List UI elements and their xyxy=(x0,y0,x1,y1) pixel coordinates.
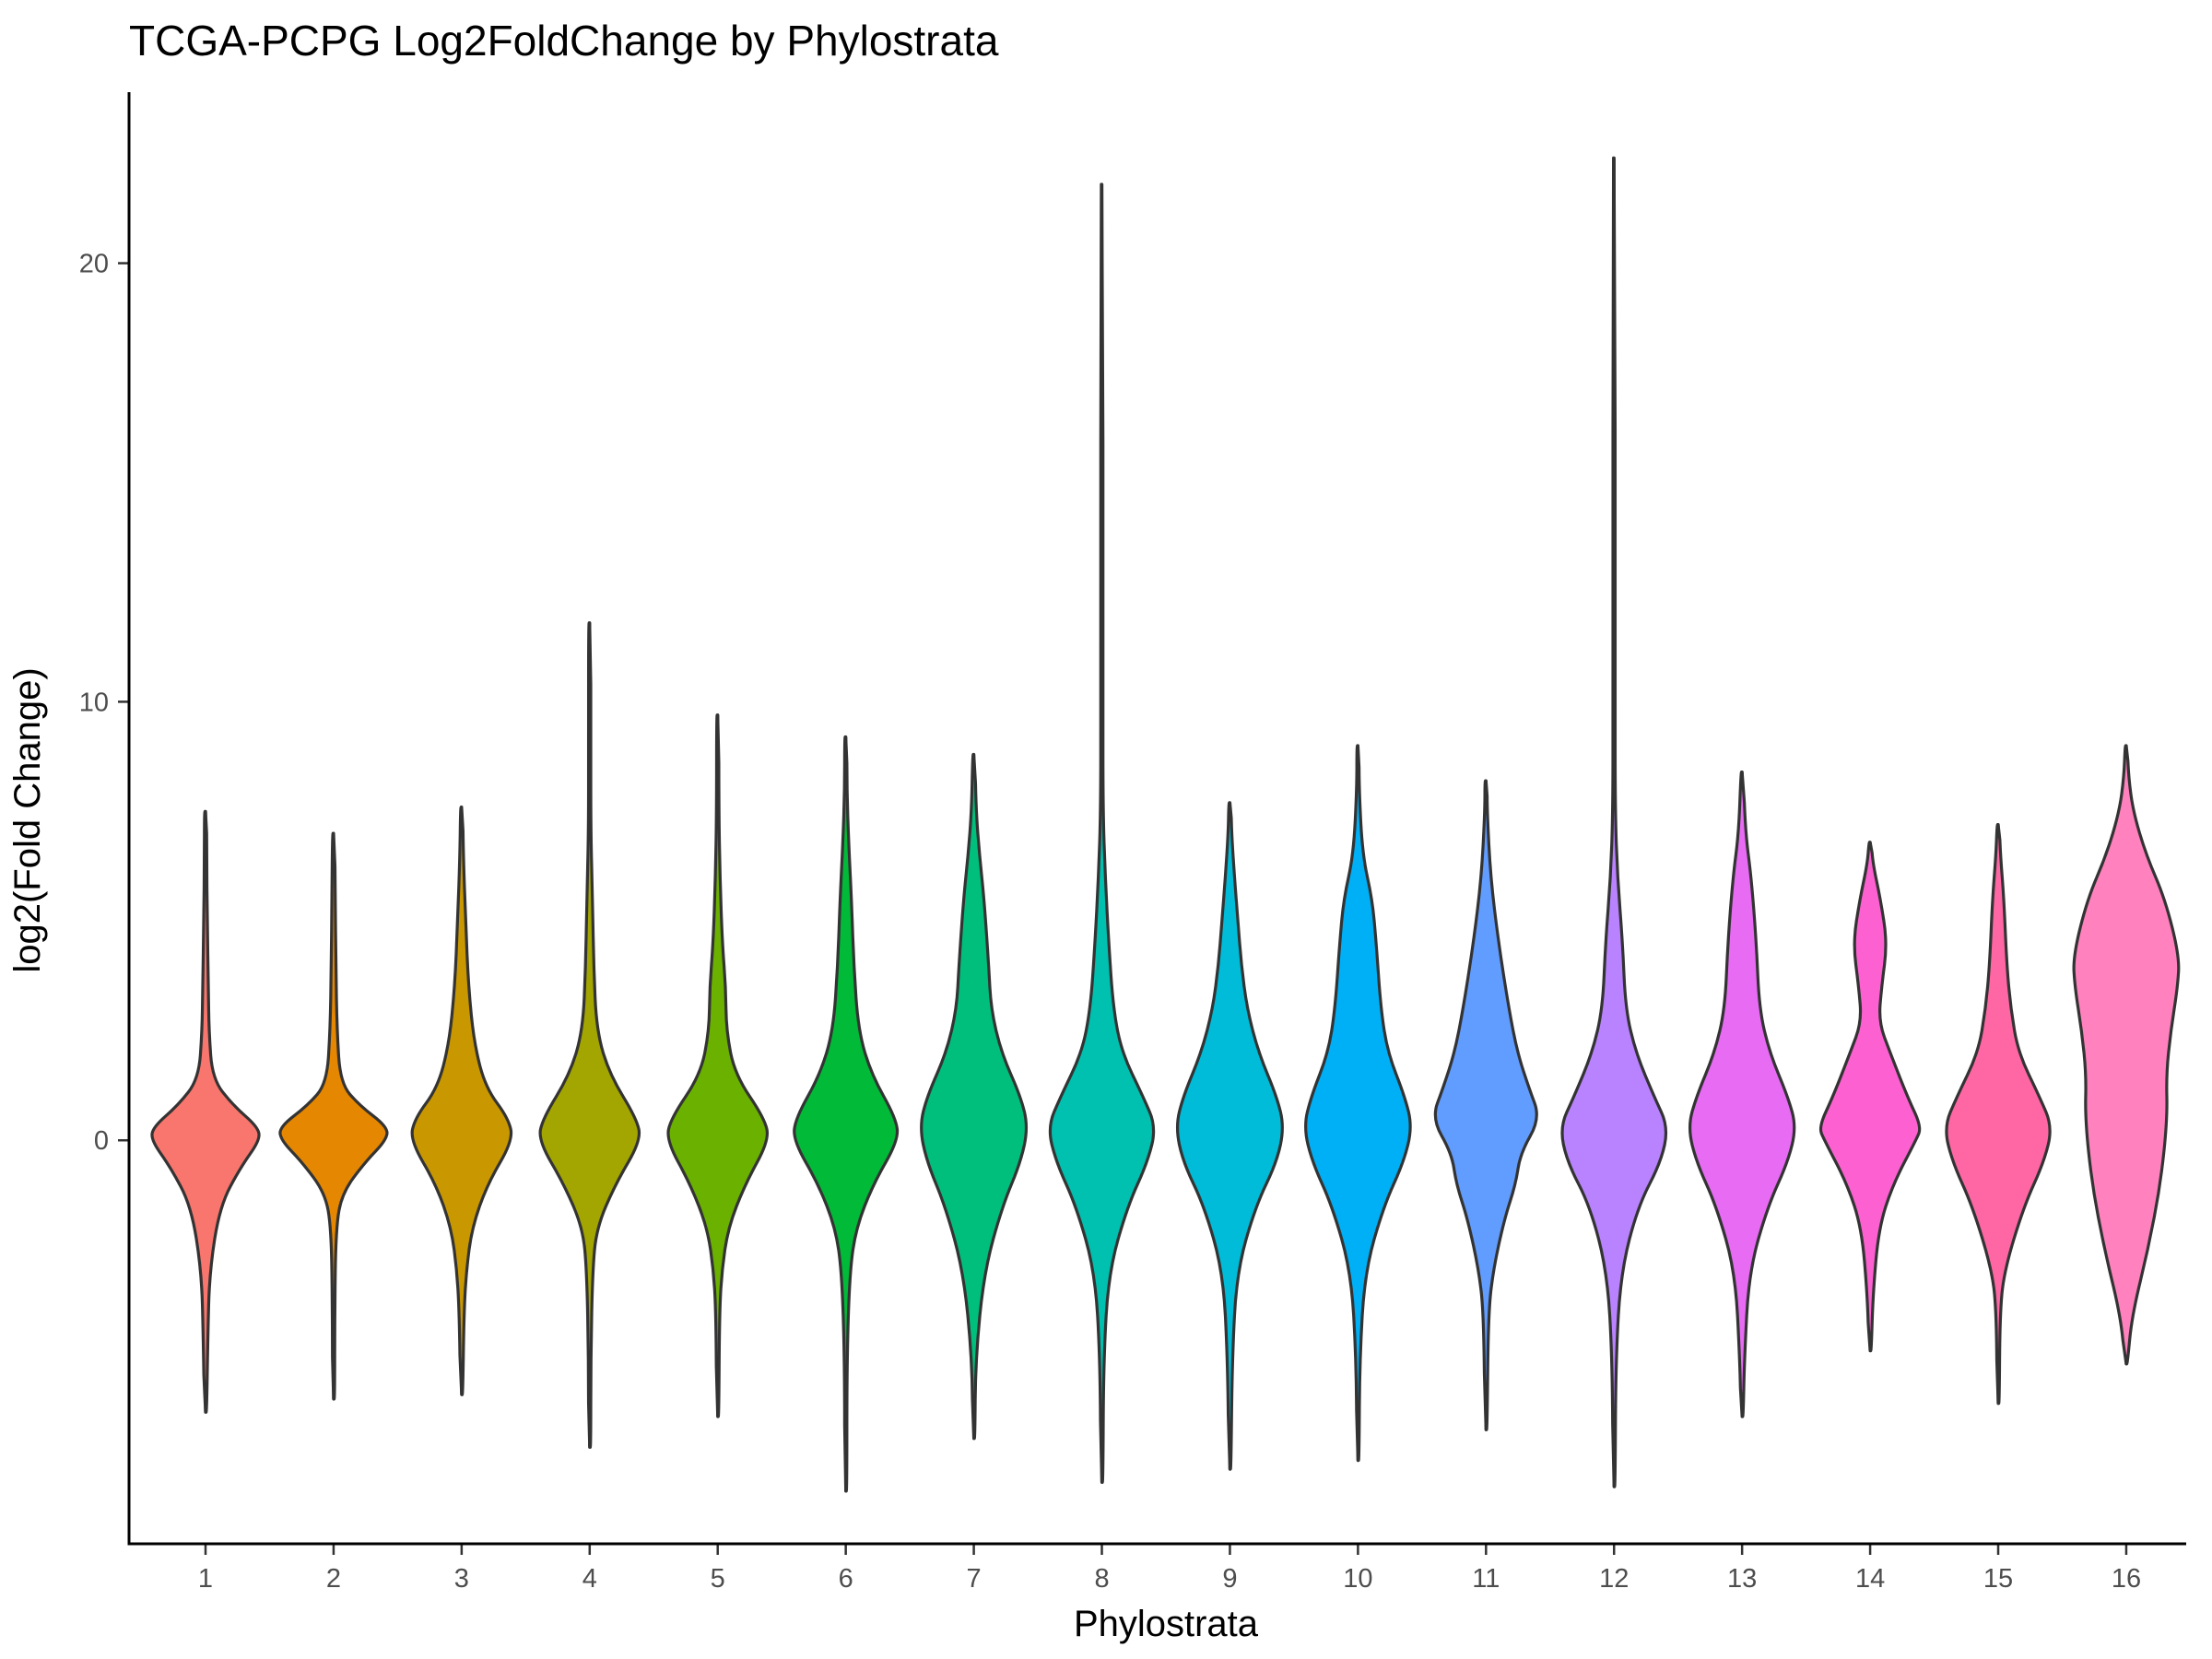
y-axis-ticks: 0 10 20 xyxy=(79,250,129,1156)
x-tick-label: 14 xyxy=(1855,1564,1885,1594)
y-tick-label: 10 xyxy=(79,688,109,717)
x-tick-label: 16 xyxy=(2112,1564,2141,1594)
y-axis-label: log2(Fold Change) xyxy=(7,667,48,972)
x-tick-label: 7 xyxy=(967,1564,982,1594)
violin-13 xyxy=(1688,770,1796,1418)
violin-7 xyxy=(920,752,1029,1441)
violin-12 xyxy=(1560,156,1668,1488)
x-tick-label: 13 xyxy=(1727,1564,1757,1594)
x-tick-label: 10 xyxy=(1343,1564,1372,1594)
violin-5 xyxy=(666,713,770,1418)
y-tick-label: 20 xyxy=(79,250,109,279)
x-tick-label: 3 xyxy=(454,1564,469,1594)
x-tick-label: 2 xyxy=(326,1564,341,1594)
x-tick-label: 11 xyxy=(1472,1564,1500,1594)
x-tick-label: 1 xyxy=(198,1564,213,1594)
x-tick-label: 6 xyxy=(839,1564,853,1594)
x-tick-label: 8 xyxy=(1094,1564,1109,1594)
chart-title: TCGA-PCPG Log2FoldChange by Phylostrata xyxy=(129,17,999,65)
violin-group xyxy=(150,156,2181,1493)
violin-16 xyxy=(2072,744,2181,1366)
x-axis-ticks: 1 2 3 4 5 6 7 8 9 10 11 12 13 14 15 16 xyxy=(198,1544,2141,1594)
violin-14 xyxy=(1818,841,1922,1353)
violin-8 xyxy=(1048,182,1156,1484)
violin-2 xyxy=(278,831,389,1401)
x-axis-label: Phylostrata xyxy=(1074,1604,1259,1644)
violin-1 xyxy=(150,809,261,1414)
x-tick-label: 5 xyxy=(711,1564,725,1594)
violin-4 xyxy=(538,621,641,1449)
x-tick-label: 9 xyxy=(1222,1564,1237,1594)
violin-9 xyxy=(1175,801,1284,1471)
violin-3 xyxy=(410,806,513,1396)
violin-15 xyxy=(1945,823,2052,1406)
x-tick-label: 12 xyxy=(1599,1564,1629,1594)
violin-11 xyxy=(1433,779,1538,1431)
x-tick-label: 4 xyxy=(582,1564,597,1594)
x-tick-label: 15 xyxy=(1983,1564,2013,1594)
violin-10 xyxy=(1304,744,1412,1463)
y-tick-label: 0 xyxy=(94,1126,109,1156)
violin-6 xyxy=(793,735,900,1493)
